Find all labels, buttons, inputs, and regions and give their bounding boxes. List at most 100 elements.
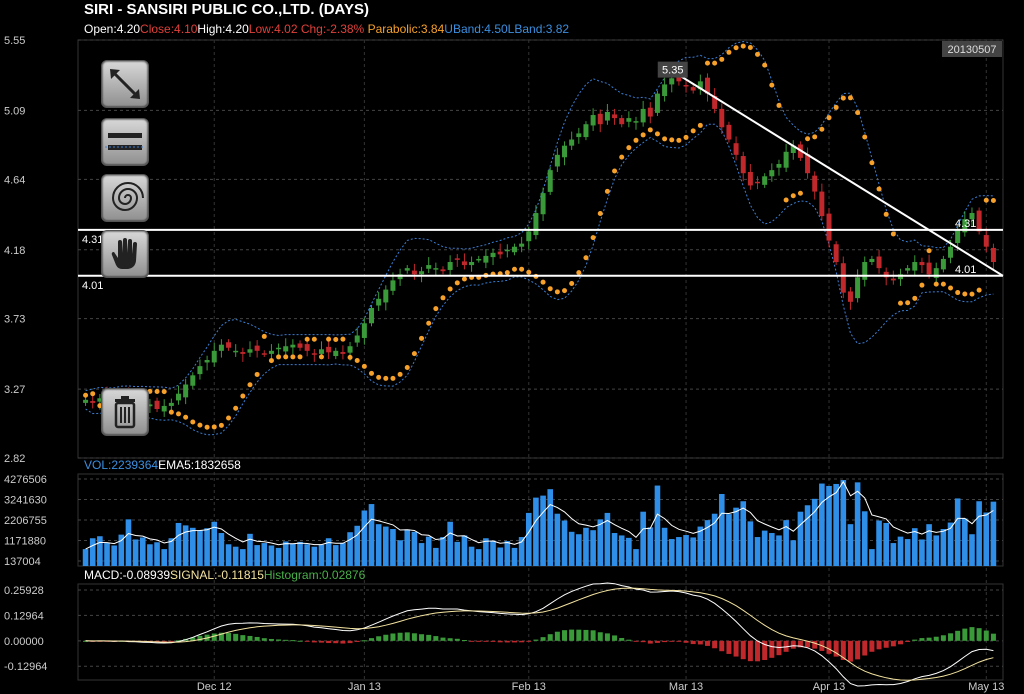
volume-bar xyxy=(368,504,375,566)
ema5-value: EMA5:1832658 xyxy=(158,458,241,472)
parabolic-sar-dot xyxy=(890,231,896,237)
high-value: High:4.20 xyxy=(197,22,249,36)
macd-histogram-bar xyxy=(326,640,332,644)
volume-bar xyxy=(483,538,489,566)
volume-bar xyxy=(704,520,711,566)
volume-bar xyxy=(154,542,160,566)
volume-bar xyxy=(275,547,282,566)
volume-bar xyxy=(726,514,732,566)
volume-bar xyxy=(740,501,747,566)
parabolic-value: Parabolic:3.84 xyxy=(367,22,445,36)
macd-tick-label: -0.12964 xyxy=(4,661,47,673)
candle-body xyxy=(612,114,618,119)
support-level-label-right: 4.01 xyxy=(955,264,976,276)
volume-tick-label: 2206755 xyxy=(4,515,47,527)
parabolic-sar-dot xyxy=(583,255,589,261)
peak-label-box xyxy=(657,61,688,78)
fibonacci-spiral-tool-icon xyxy=(111,182,144,211)
volume-bar xyxy=(232,546,239,566)
parabolic-sar-dot xyxy=(233,405,239,411)
volume-bar xyxy=(690,537,696,566)
volume-bar xyxy=(82,549,89,566)
candle-body xyxy=(704,77,710,94)
macd-histogram-bar xyxy=(383,634,389,641)
macd-histogram-bar xyxy=(790,640,796,649)
parabolic-sar-dot xyxy=(261,333,267,339)
candle-body xyxy=(855,277,861,299)
parabolic-sar-dot xyxy=(905,300,911,306)
macd-histogram-bar xyxy=(647,640,653,644)
volume-bar xyxy=(668,539,675,566)
volume-bar xyxy=(919,539,925,566)
delete-drawing-button[interactable] xyxy=(101,388,149,436)
parabolic-sar-dot xyxy=(590,235,596,241)
candle-body xyxy=(940,258,946,270)
parabolic-sar-dot xyxy=(504,270,510,276)
candle-body xyxy=(626,118,632,122)
candle-body xyxy=(905,268,911,271)
volume-bar xyxy=(525,512,532,566)
macd-panel-frame xyxy=(77,583,1004,681)
candle-body xyxy=(990,247,996,263)
volume-bar xyxy=(318,544,325,566)
volume-bar xyxy=(139,537,146,566)
candle-body xyxy=(190,375,196,386)
volume-bar xyxy=(204,528,210,566)
candle-body xyxy=(90,401,96,403)
candle-body xyxy=(161,405,167,412)
parabolic-sar-dot xyxy=(276,354,282,360)
candle-body xyxy=(290,344,296,348)
volume-bar xyxy=(811,498,818,566)
volume-bar xyxy=(197,530,203,566)
date-badge-box xyxy=(942,41,1002,57)
volume-bar xyxy=(175,522,182,566)
fibonacci-tool-button[interactable] xyxy=(101,174,149,222)
volume-bar xyxy=(804,505,811,566)
parabolic-sar-dot xyxy=(376,374,382,380)
macd-histogram-bar xyxy=(704,640,710,646)
macd-line xyxy=(85,582,994,687)
candle-body xyxy=(233,350,239,353)
volume-tick-label: 137004 xyxy=(4,556,41,568)
parabolic-sar-dot xyxy=(440,295,446,301)
volume-bar xyxy=(468,546,475,566)
volume-bar xyxy=(761,530,768,566)
horizontal-lines-tool-button[interactable] xyxy=(101,118,149,166)
parabolic-sar-dot xyxy=(304,336,310,342)
parabolic-sar-dot xyxy=(683,134,689,140)
volume-bar xyxy=(840,480,847,566)
candle-body xyxy=(712,96,718,109)
parabolic-sar-dot xyxy=(676,137,682,143)
hand-pan-tool-button[interactable] xyxy=(101,230,149,278)
candle-body xyxy=(183,384,189,398)
volume-bar xyxy=(104,543,110,566)
macd-histogram-bar xyxy=(533,639,539,641)
candle-body xyxy=(504,249,510,252)
volume-bar xyxy=(411,531,418,566)
close-value: Close:4.10 xyxy=(140,22,198,36)
macd-histogram-bar xyxy=(83,640,89,642)
volume-bar xyxy=(861,511,868,566)
candle-body xyxy=(218,344,224,351)
trendline-tool-button[interactable] xyxy=(101,60,149,108)
parabolic-sar-dot xyxy=(769,82,775,88)
macd-histogram-bar xyxy=(461,639,467,641)
macd-info: MACD:-0.08939SIGNAL:-0.11815Histogram:0.… xyxy=(84,568,365,582)
ohlc-info: Open:4.20Close:4.10High:4.20Low:4.02 Chg… xyxy=(84,22,569,36)
resistance-level-label-right: 4.31 xyxy=(955,218,976,230)
volume-bar xyxy=(225,544,232,566)
macd-histogram-bar xyxy=(812,640,818,649)
macd-histogram-bar xyxy=(962,628,968,641)
parabolic-sar-dot xyxy=(411,351,417,357)
volume-bar xyxy=(926,524,932,566)
volume-bar xyxy=(383,526,389,566)
parabolic-sar-dot xyxy=(712,60,718,66)
candle-body xyxy=(640,108,646,123)
macd-histogram-bar xyxy=(847,640,853,662)
volume-value: VOL:2239364 xyxy=(84,458,159,472)
volume-bar xyxy=(611,533,618,566)
candle-body xyxy=(676,75,682,82)
volume-bar xyxy=(347,532,353,566)
macd-histogram-bar xyxy=(318,640,324,643)
